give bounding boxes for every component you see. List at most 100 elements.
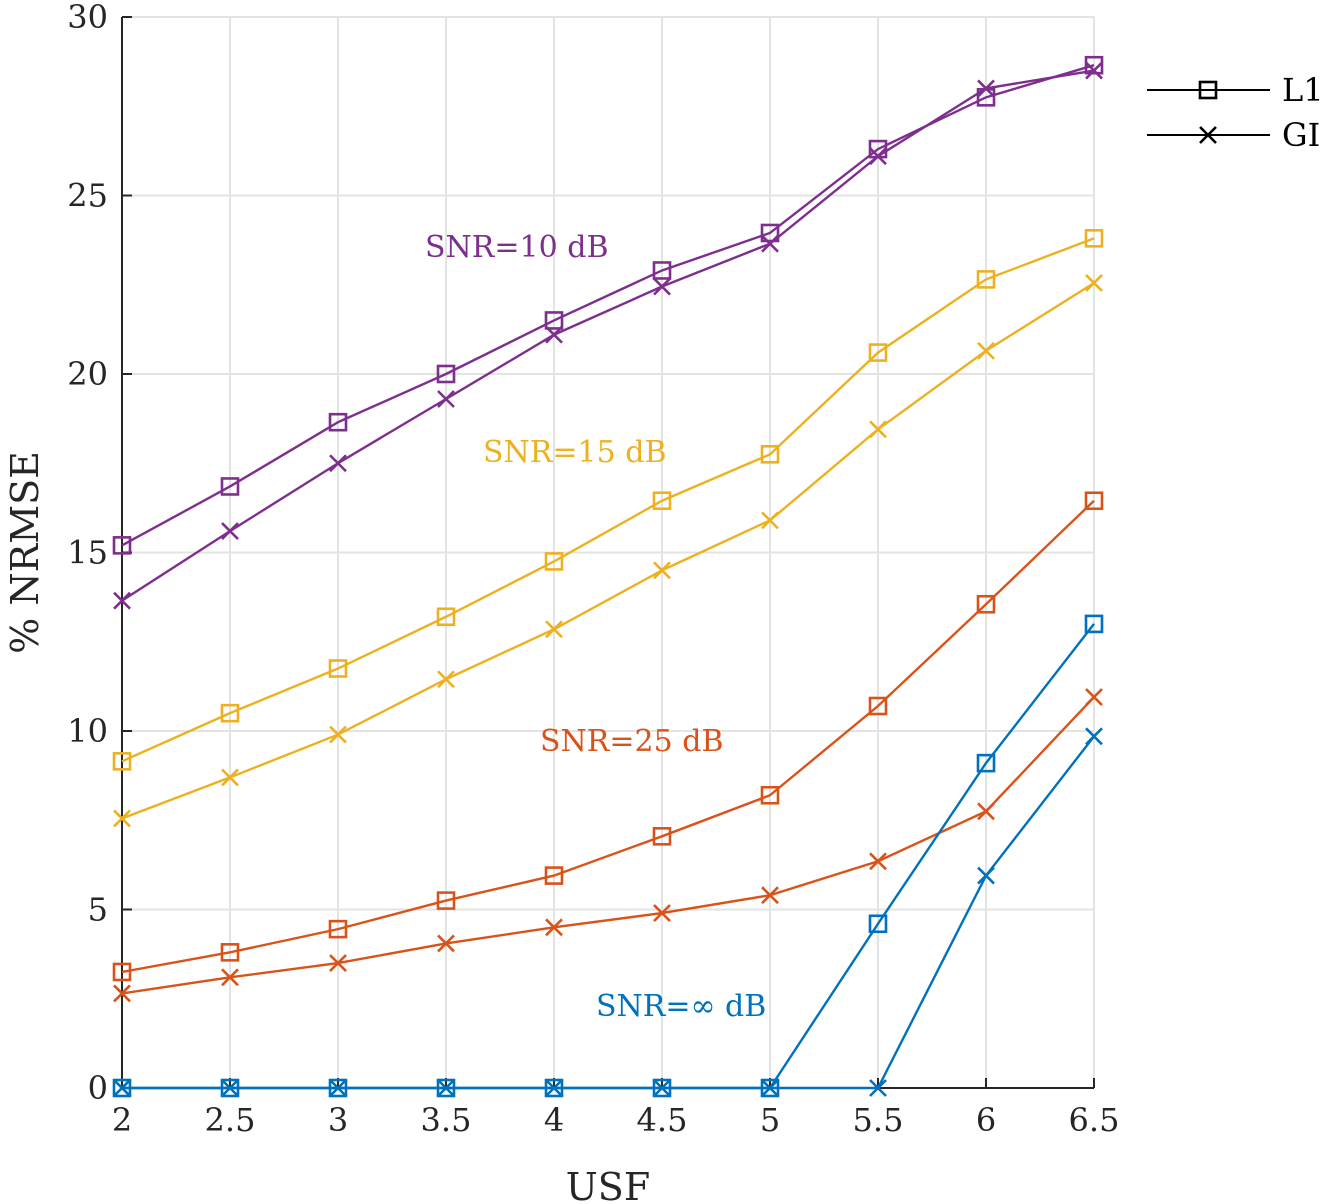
legend-label: L1 (1282, 71, 1324, 109)
x-marker (221, 768, 239, 787)
x-marker (113, 591, 131, 610)
series-line-gi (121, 69, 1095, 602)
square-marker (436, 891, 456, 910)
x-marker (977, 341, 995, 360)
x-marker (329, 1079, 347, 1097)
square-marker (868, 914, 888, 934)
x-marker (977, 79, 995, 98)
x-marker (113, 809, 131, 828)
square-marker (112, 962, 132, 982)
square-marker (112, 536, 132, 555)
x-marker (653, 904, 671, 922)
x-marker (1199, 126, 1217, 144)
x-marker (1085, 727, 1103, 746)
y-tick-label: 15 (67, 534, 108, 572)
x-marker (761, 1079, 779, 1097)
x-marker (221, 1079, 239, 1097)
square-marker (436, 364, 456, 384)
square-marker (976, 753, 996, 773)
x-tick-label: 2.5 (205, 1101, 256, 1139)
square-marker (1084, 55, 1104, 75)
square-marker (1084, 229, 1104, 248)
x-marker (437, 670, 455, 689)
x-tick-label: 5 (760, 1101, 780, 1139)
x-tick-label: 4.5 (637, 1101, 688, 1139)
series-line-l1 (121, 237, 1095, 763)
square-marker (328, 412, 348, 432)
square-marker (652, 261, 672, 280)
grid (121, 16, 1095, 1089)
x-marker (329, 725, 347, 744)
x-marker (761, 234, 779, 253)
x-marker (329, 454, 347, 473)
square-marker (328, 919, 348, 939)
x-marker (977, 866, 995, 885)
square-marker (1084, 491, 1104, 511)
x-tick-label: 2 (112, 1101, 132, 1139)
legend: L1 GI (1147, 71, 1324, 154)
square-marker (220, 703, 240, 723)
x-marker (869, 852, 887, 871)
series-line-l1 (121, 499, 1095, 974)
x-marker (329, 954, 347, 972)
x-marker (653, 561, 671, 580)
x-marker (437, 390, 455, 408)
series-annotation: SNR=25 dB (540, 724, 724, 759)
square-marker (652, 827, 672, 846)
x-marker (977, 802, 995, 821)
square-marker (1084, 614, 1104, 634)
square-marker (436, 607, 456, 627)
square-marker (760, 785, 780, 805)
y-axis-title: % NRMSE (3, 451, 47, 654)
x-marker (869, 420, 887, 439)
square-marker (544, 866, 564, 885)
x-marker (761, 511, 779, 530)
square-marker (760, 223, 780, 243)
x-marker (1085, 61, 1103, 80)
y-tick-label: 25 (67, 177, 108, 215)
x-tick-label: 3.5 (421, 1101, 472, 1139)
x-marker (221, 522, 239, 540)
square-marker (220, 477, 240, 496)
x-tick-label: 5.5 (853, 1101, 904, 1139)
legend-label: GI (1282, 116, 1320, 154)
x-marker (761, 886, 779, 905)
series-annotations: SNR=10 dB SNR=15 dB SNR=25 dB SNR=∞ dB (425, 230, 766, 1024)
square-marker (220, 943, 240, 962)
x-marker (437, 934, 455, 953)
x-marker (869, 1079, 887, 1097)
y-tick-label: 10 (67, 712, 108, 750)
y-tick-label: 20 (67, 355, 108, 393)
square-marker (976, 594, 996, 614)
series-annotation: SNR=∞ dB (596, 989, 766, 1024)
series-annotation: SNR=15 dB (483, 435, 667, 470)
x-tick-label: 6 (976, 1101, 996, 1139)
x-marker (1085, 274, 1103, 292)
series-line-gi (121, 696, 1095, 995)
x-marker (653, 1079, 671, 1097)
square-marker (976, 270, 996, 289)
x-marker (545, 1079, 563, 1097)
square-marker (652, 491, 672, 511)
x-marker (869, 147, 887, 166)
y-tick-label: 5 (88, 891, 108, 929)
x-tick-label: 4 (544, 1101, 564, 1139)
square-marker (544, 552, 564, 571)
x-marker (221, 968, 239, 987)
y-tick-label: 0 (88, 1069, 108, 1107)
x-marker (545, 325, 563, 344)
x-marker (437, 1079, 455, 1097)
square-marker (868, 343, 888, 362)
axes: 2 2.5 3 3.5 4 4.5 5 5.5 6 6.5 0 5 10 15 20 25 30 USF % NRM… (3, 0, 1119, 1204)
series (112, 55, 1104, 1098)
x-marker (653, 277, 671, 296)
x-marker (545, 918, 563, 937)
y-tick-label: 30 (67, 0, 108, 36)
x-tick-label: 6.5 (1069, 1101, 1120, 1139)
square-marker (112, 752, 132, 771)
series-line-gi (122, 735, 1095, 1090)
x-axis-title: USF (566, 1165, 650, 1204)
x-marker (113, 1079, 131, 1097)
square-marker (760, 445, 780, 464)
